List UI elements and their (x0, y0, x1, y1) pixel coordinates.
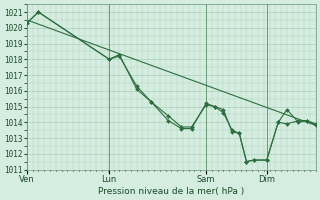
X-axis label: Pression niveau de la mer( hPa ): Pression niveau de la mer( hPa ) (98, 187, 244, 196)
